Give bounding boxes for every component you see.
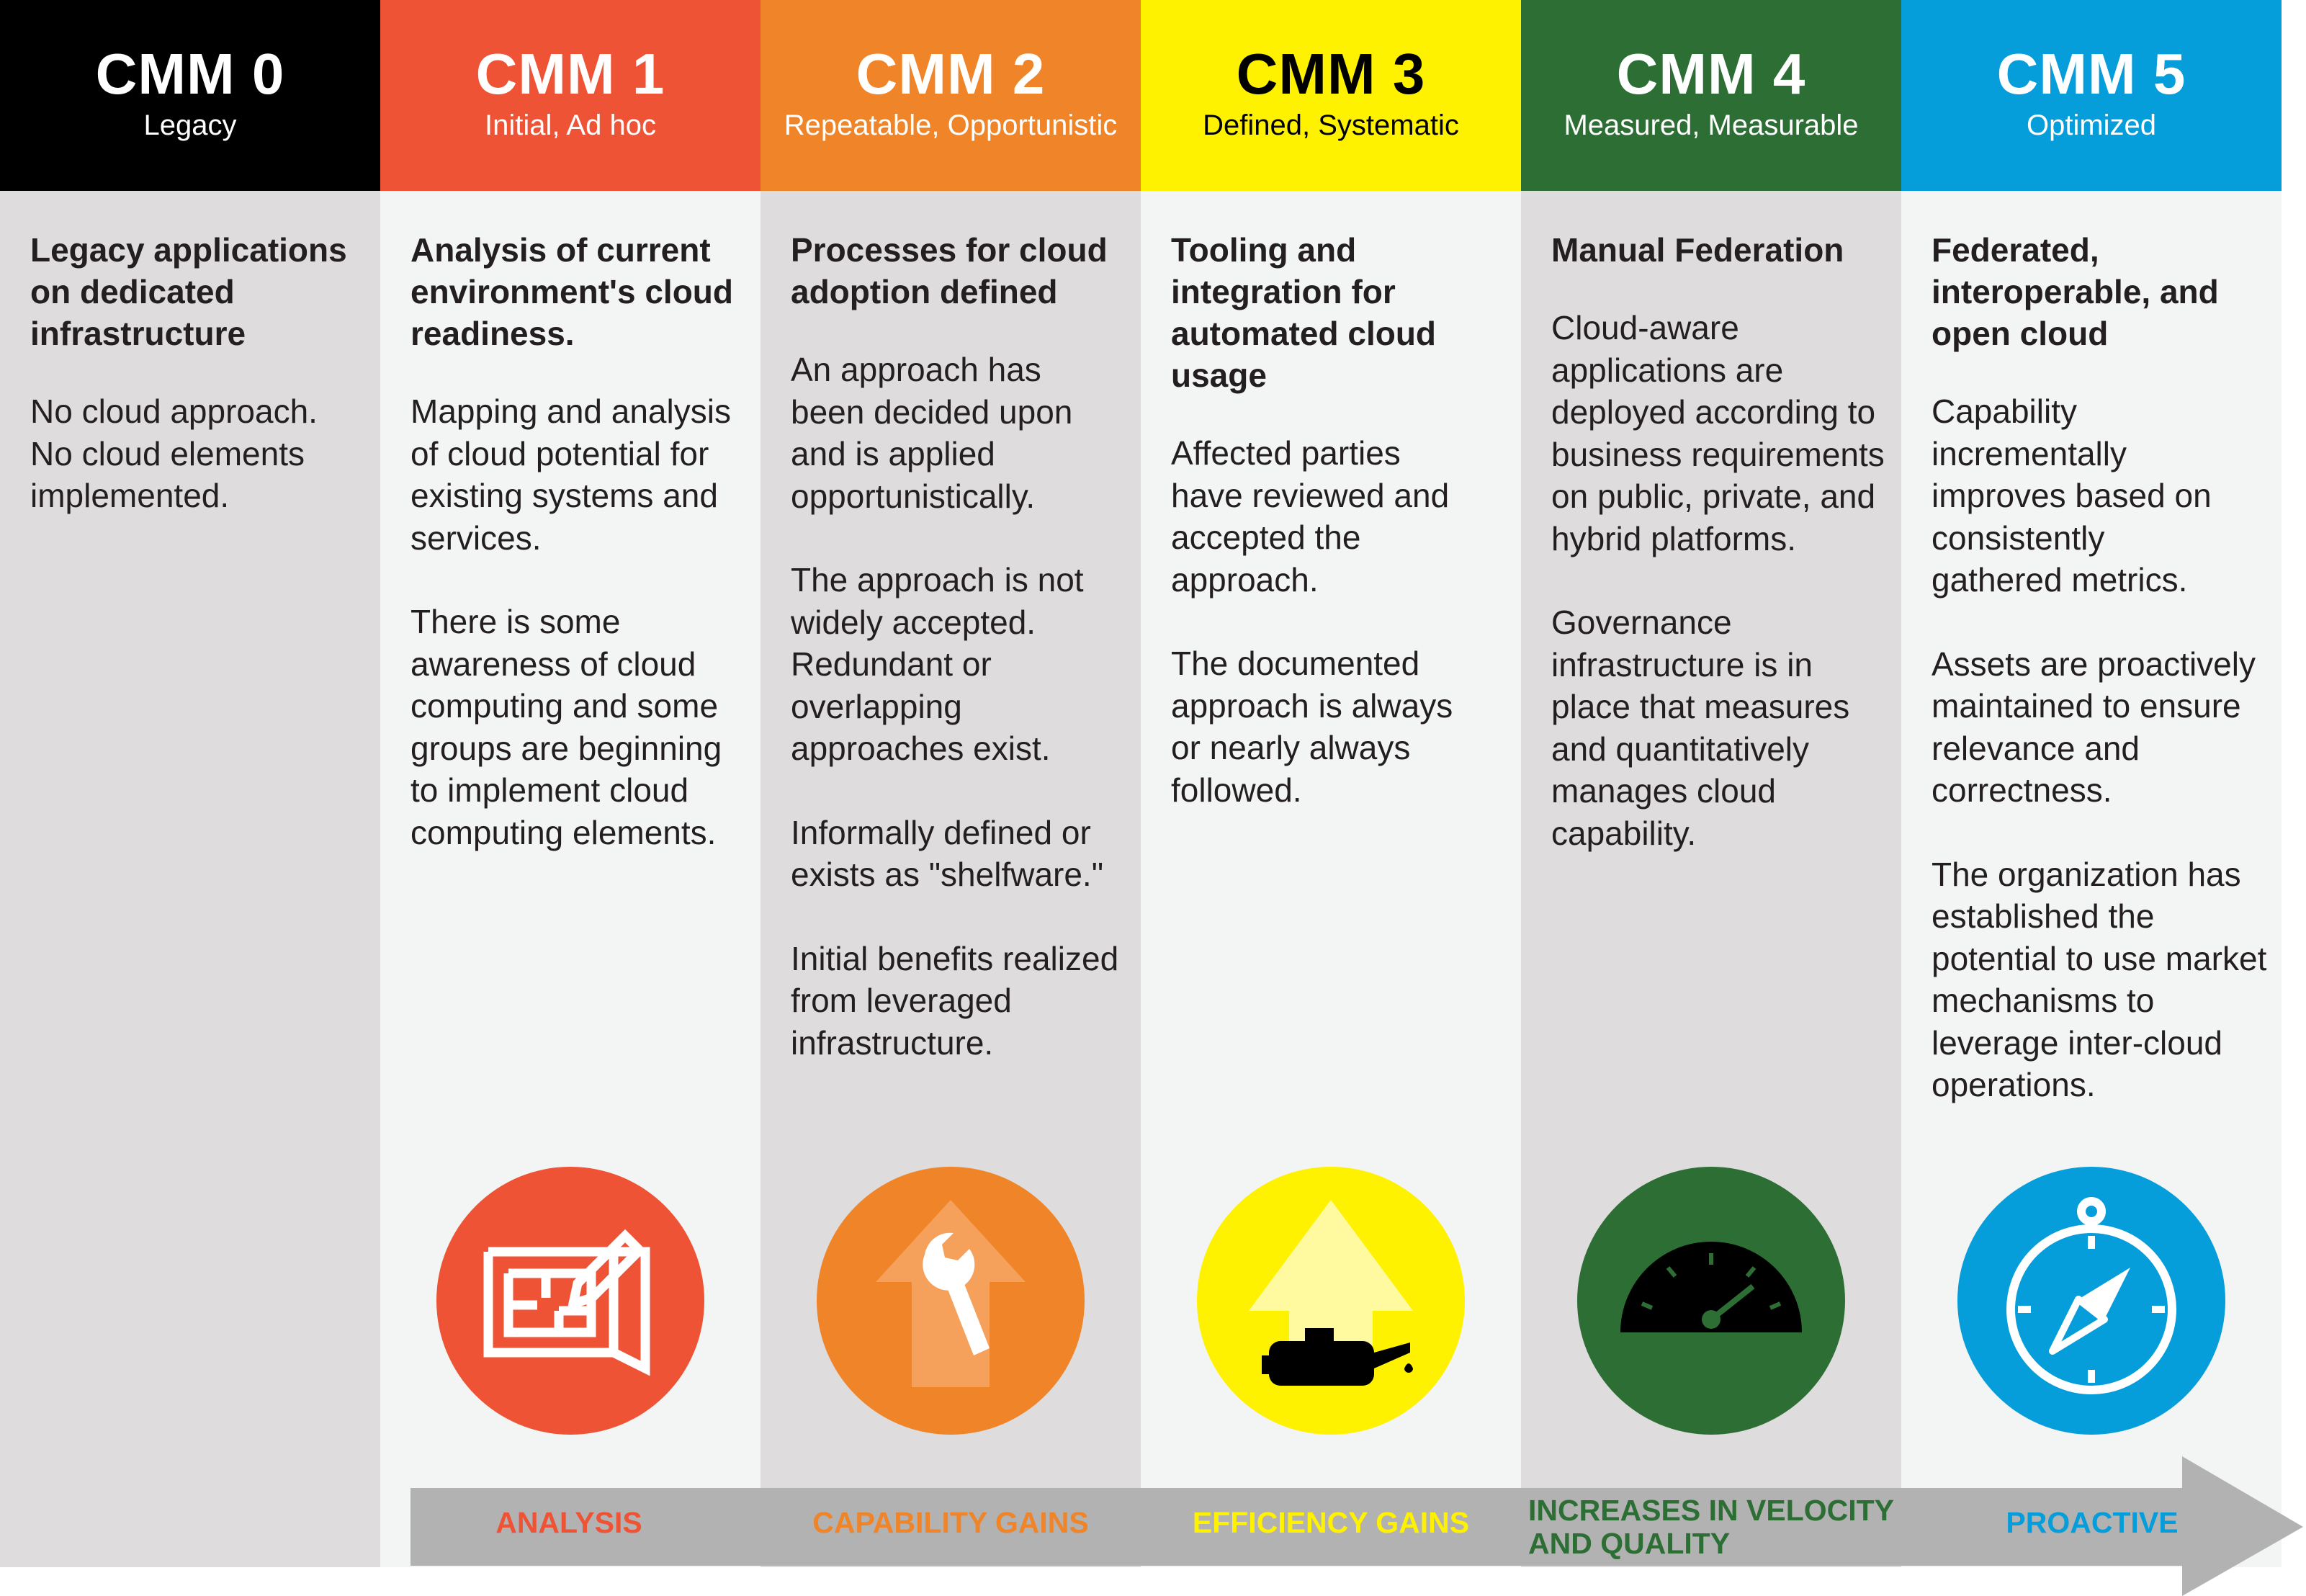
level-heading: Analysis of current environment's cloud … bbox=[410, 231, 734, 352]
level-title: CMM 5 bbox=[1996, 42, 2186, 106]
blueprint-pencil-icon bbox=[436, 1167, 704, 1435]
column-cmm4: CMM 4 Measured, Measurable Manual Federa… bbox=[1521, 0, 1901, 1567]
header-cmm0: CMM 0 Legacy bbox=[0, 0, 380, 191]
level-heading: Tooling and integration for automated cl… bbox=[1171, 231, 1437, 394]
description-cmm2: Processes for cloud adoption defined An … bbox=[791, 229, 1135, 1106]
speedometer-icon bbox=[1577, 1167, 1845, 1435]
level-paragraph: No cloud approach. No cloud elements imp… bbox=[30, 393, 318, 514]
level-heading: Processes for cloud adoption defined bbox=[791, 231, 1108, 310]
level-paragraph: The approach is not widely accepted. Red… bbox=[791, 561, 1084, 767]
level-paragraph: Affected parties have reviewed and accep… bbox=[1171, 434, 1450, 598]
level-name: Defined, Systematic bbox=[1203, 109, 1459, 141]
stage-label-proactive: PROACTIVE bbox=[2006, 1506, 2179, 1539]
stage-label-efficiency-gains: EFFICIENCY GAINS bbox=[1192, 1506, 1470, 1539]
description-cmm3: Tooling and integration for automated cl… bbox=[1171, 229, 1515, 853]
column-cmm1: CMM 1 Initial, Ad hoc Analysis of curren… bbox=[380, 0, 761, 1567]
description-cmm0: Legacy applications on dedicated infrast… bbox=[30, 229, 374, 559]
description-cmm1: Analysis of current environment's cloud … bbox=[410, 229, 755, 895]
level-title: CMM 1 bbox=[475, 42, 665, 106]
header-cmm2: CMM 2 Repeatable, Opportunistic bbox=[761, 0, 1141, 191]
level-name: Optimized bbox=[2026, 109, 2157, 141]
stage-label-analysis: ANALYSIS bbox=[495, 1506, 642, 1539]
level-paragraph: The documented approach is always or nea… bbox=[1171, 645, 1453, 809]
level-title: CMM 4 bbox=[1616, 42, 1806, 106]
level-heading: Legacy applications on dedicated infrast… bbox=[30, 231, 347, 352]
level-paragraph: Mapping and analysis of cloud potential … bbox=[410, 393, 731, 557]
compass-icon bbox=[1957, 1167, 2225, 1435]
level-title: CMM 2 bbox=[856, 42, 1046, 106]
level-paragraph: Informally defined or exists as "shelfwa… bbox=[791, 813, 1104, 894]
header-cmm5: CMM 5 Optimized bbox=[1901, 0, 2282, 191]
column-cmm0: CMM 0 Legacy Legacy applications on dedi… bbox=[0, 0, 380, 1567]
level-title: CMM 0 bbox=[95, 42, 285, 106]
column-cmm3: CMM 3 Defined, Systematic Tooling and in… bbox=[1141, 0, 1521, 1567]
level-paragraph: Governance infrastructure is in place th… bbox=[1551, 604, 1850, 852]
header-cmm4: CMM 4 Measured, Measurable bbox=[1521, 0, 1901, 191]
level-name: Measured, Measurable bbox=[1563, 109, 1859, 141]
level-paragraph: An approach has been decided upon and is… bbox=[791, 351, 1073, 515]
level-paragraph: The organization has established the pot… bbox=[1932, 855, 2267, 1104]
level-name: Repeatable, Opportunistic bbox=[784, 109, 1118, 141]
description-cmm5: Federated, interoperable, and open cloud… bbox=[1932, 229, 2276, 1148]
level-heading: Federated, interoperable, and open cloud bbox=[1932, 231, 2219, 352]
level-title: CMM 3 bbox=[1236, 42, 1426, 106]
stage-label-velocity-quality: INCREASES IN VELOCITY AND QUALITY bbox=[1528, 1494, 1894, 1560]
level-paragraph: Cloud-aware applications are deployed ac… bbox=[1551, 309, 1885, 557]
wrench-arrow-icon bbox=[817, 1167, 1085, 1435]
level-name: Initial, Ad hoc bbox=[485, 109, 656, 141]
level-heading: Manual Federation bbox=[1551, 231, 1844, 269]
stage-label-capability-gains: CAPABILITY GAINS bbox=[812, 1506, 1089, 1539]
level-paragraph: Capability incrementally improves based … bbox=[1932, 393, 2212, 598]
header-cmm1: CMM 1 Initial, Ad hoc bbox=[380, 0, 761, 191]
header-cmm3: CMM 3 Defined, Systematic bbox=[1141, 0, 1521, 191]
level-paragraph: There is some awareness of cloud computi… bbox=[410, 603, 722, 851]
level-paragraph: Assets are proactively maintained to ens… bbox=[1932, 645, 2256, 810]
oil-can-arrow-icon bbox=[1197, 1167, 1465, 1435]
level-name: Legacy bbox=[143, 109, 237, 141]
description-cmm4: Manual Federation Cloud-aware applicatio… bbox=[1551, 229, 1896, 896]
level-paragraph: Initial benefits realized from leveraged… bbox=[791, 939, 1119, 1062]
column-cmm5: CMM 5 Optimized Federated, interoperable… bbox=[1901, 0, 2282, 1567]
column-cmm2: CMM 2 Repeatable, Opportunistic Processe… bbox=[761, 0, 1141, 1567]
